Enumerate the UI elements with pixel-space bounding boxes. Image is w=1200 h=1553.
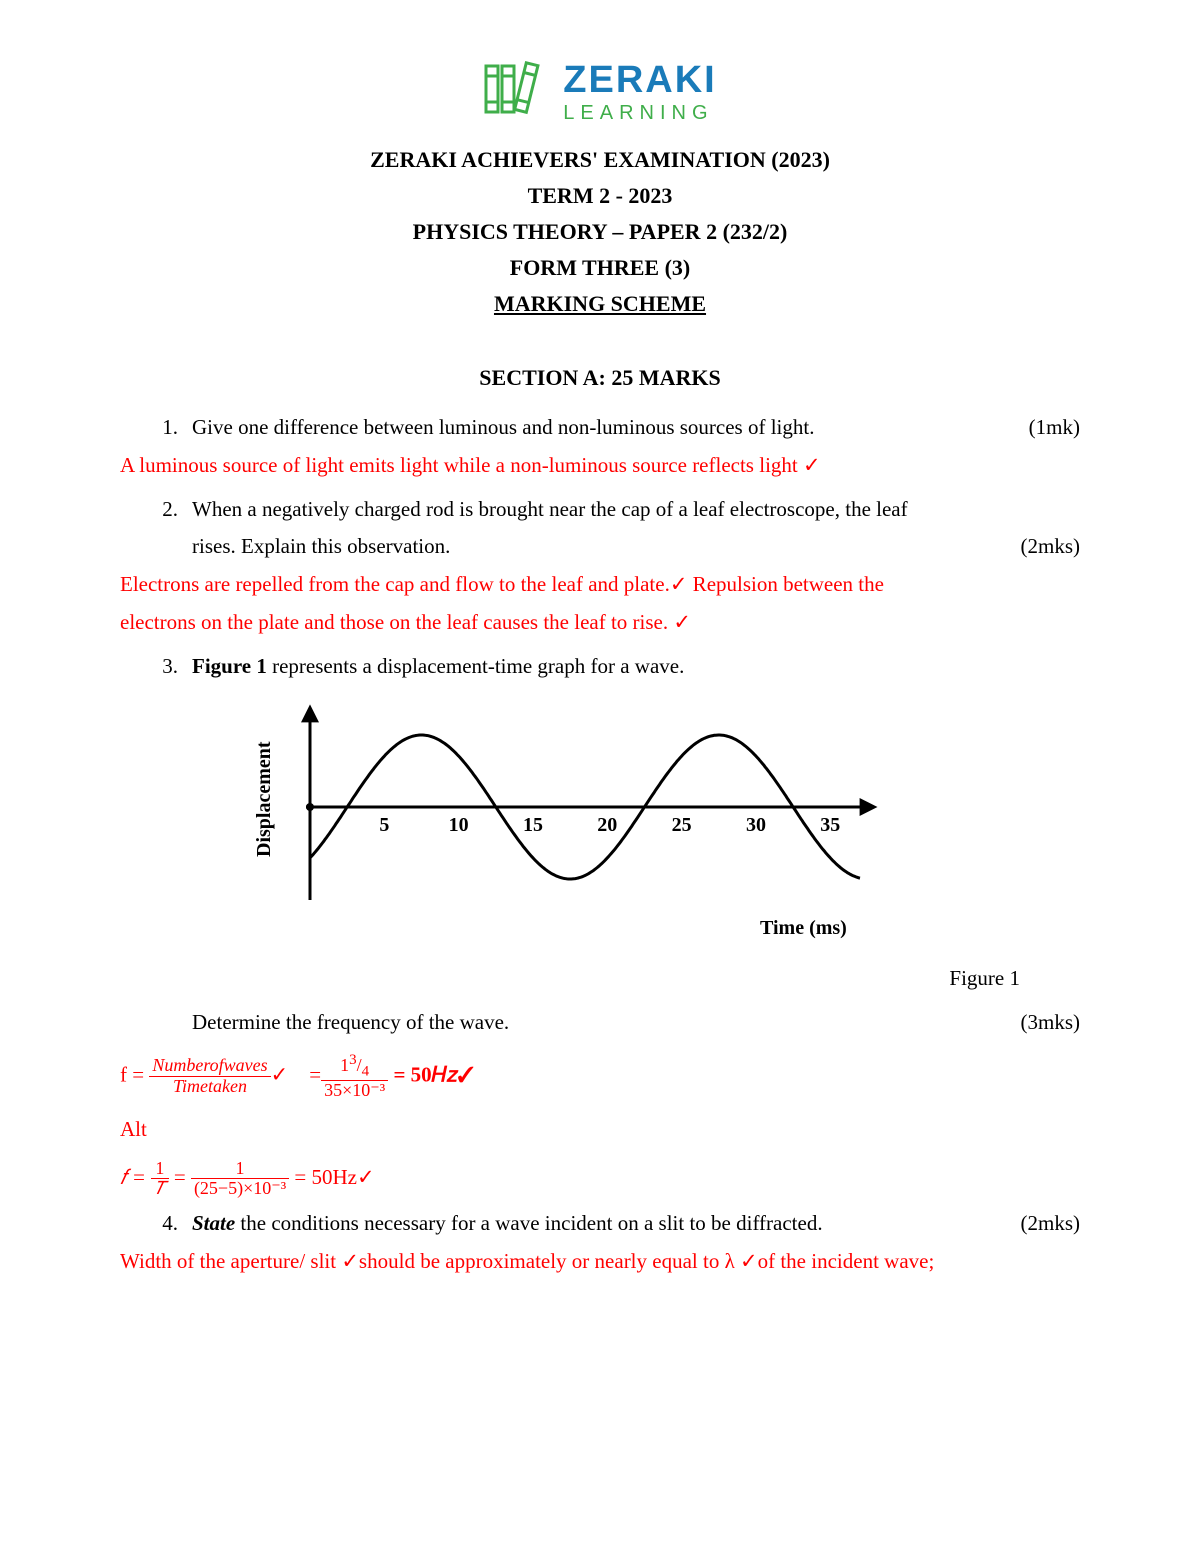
logo-brand: ZERAKI (563, 61, 716, 99)
paper: PHYSICS THEORY – PAPER 2 (232/2) (120, 219, 1080, 245)
svg-text:35: 35 (820, 814, 840, 836)
q4-rest: the conditions necessary for a wave inci… (235, 1211, 822, 1235)
q3-formula-2: 𝑓 = 1 𝑇 = 1 (25−5)×10⁻³ = 50Hz✓ (120, 1159, 1080, 1200)
q3-lead-rest: represents a displacement-time graph for… (267, 654, 685, 678)
logo-text: ZERAKI LEARNING (563, 61, 716, 123)
q2-num: 2. (120, 491, 192, 529)
q3-num: 3. (120, 648, 192, 686)
q2: 2. When a negatively charged rod is brou… (120, 491, 1080, 567)
figure-1-graph: 5 10 15 20 25 30 35 Time (ms) Displacement (240, 700, 1080, 953)
q4-answer: Width of the aperture/ slit ✓should be a… (120, 1243, 1080, 1281)
q2-marks: (2mks) (997, 528, 1081, 566)
form: FORM THREE (3) (120, 255, 1080, 281)
exam-title: ZERAKI ACHIEVERS' EXAMINATION (2023) (120, 147, 1080, 173)
q3-formula-1: f = Numberofwaves Timetaken ✓ = 13/4 35×… (120, 1052, 1080, 1101)
q4: 4. State the conditions necessary for a … (120, 1205, 1080, 1243)
q3-sub-marks: (3mks) (997, 1004, 1081, 1042)
svg-text:Time (ms): Time (ms) (760, 917, 847, 939)
svg-text:10: 10 (449, 814, 469, 836)
q1-text: Give one difference between luminous and… (192, 409, 814, 447)
books-icon (483, 60, 549, 123)
figure-1-caption: Figure 1 (120, 960, 1020, 998)
logo-sub: LEARNING (563, 103, 716, 123)
q3-sub: Determine the frequency of the wave. (3m… (120, 1004, 1080, 1042)
q3-alt-label: Alt (120, 1111, 1080, 1149)
wave-chart: 5 10 15 20 25 30 35 Time (ms) Displacement (240, 700, 880, 940)
q4-state: State (192, 1211, 235, 1235)
svg-text:25: 25 (672, 814, 692, 836)
marking-scheme: MARKING SCHEME (120, 291, 1080, 317)
q1-num: 1. (120, 409, 192, 447)
q3: 3. Figure 1 represents a displacement-ti… (120, 648, 1080, 686)
exam-page: ZERAKI LEARNING ZERAKI ACHIEVERS' EXAMIN… (0, 0, 1200, 1553)
logo-row: ZERAKI LEARNING (120, 60, 1080, 123)
q4-num: 4. (120, 1205, 192, 1243)
term: TERM 2 - 2023 (120, 183, 1080, 209)
svg-text:15: 15 (523, 814, 543, 836)
q2-line2: rises. Explain this observation. (192, 528, 450, 566)
svg-text:5: 5 (379, 814, 389, 836)
section-a-title: SECTION A: 25 MARKS (120, 365, 1080, 391)
svg-text:20: 20 (597, 814, 617, 836)
q2-line1: When a negatively charged rod is brought… (192, 491, 1080, 529)
q1-marks: (1mk) (1005, 409, 1080, 447)
q4-marks: (2mks) (997, 1205, 1081, 1243)
q2-answer-1: Electrons are repelled from the cap and … (120, 566, 1080, 604)
q3-figure-ref: Figure 1 (192, 654, 267, 678)
q3-sub-text: Determine the frequency of the wave. (192, 1004, 509, 1042)
q1-answer: A luminous source of light emits light w… (120, 447, 1080, 485)
q2-answer-2: electrons on the plate and those on the … (120, 604, 1080, 642)
svg-text:Displacement: Displacement (253, 741, 275, 857)
questions: 1. Give one difference between luminous … (120, 409, 1080, 1281)
q1: 1. Give one difference between luminous … (120, 409, 1080, 447)
svg-text:30: 30 (746, 814, 766, 836)
